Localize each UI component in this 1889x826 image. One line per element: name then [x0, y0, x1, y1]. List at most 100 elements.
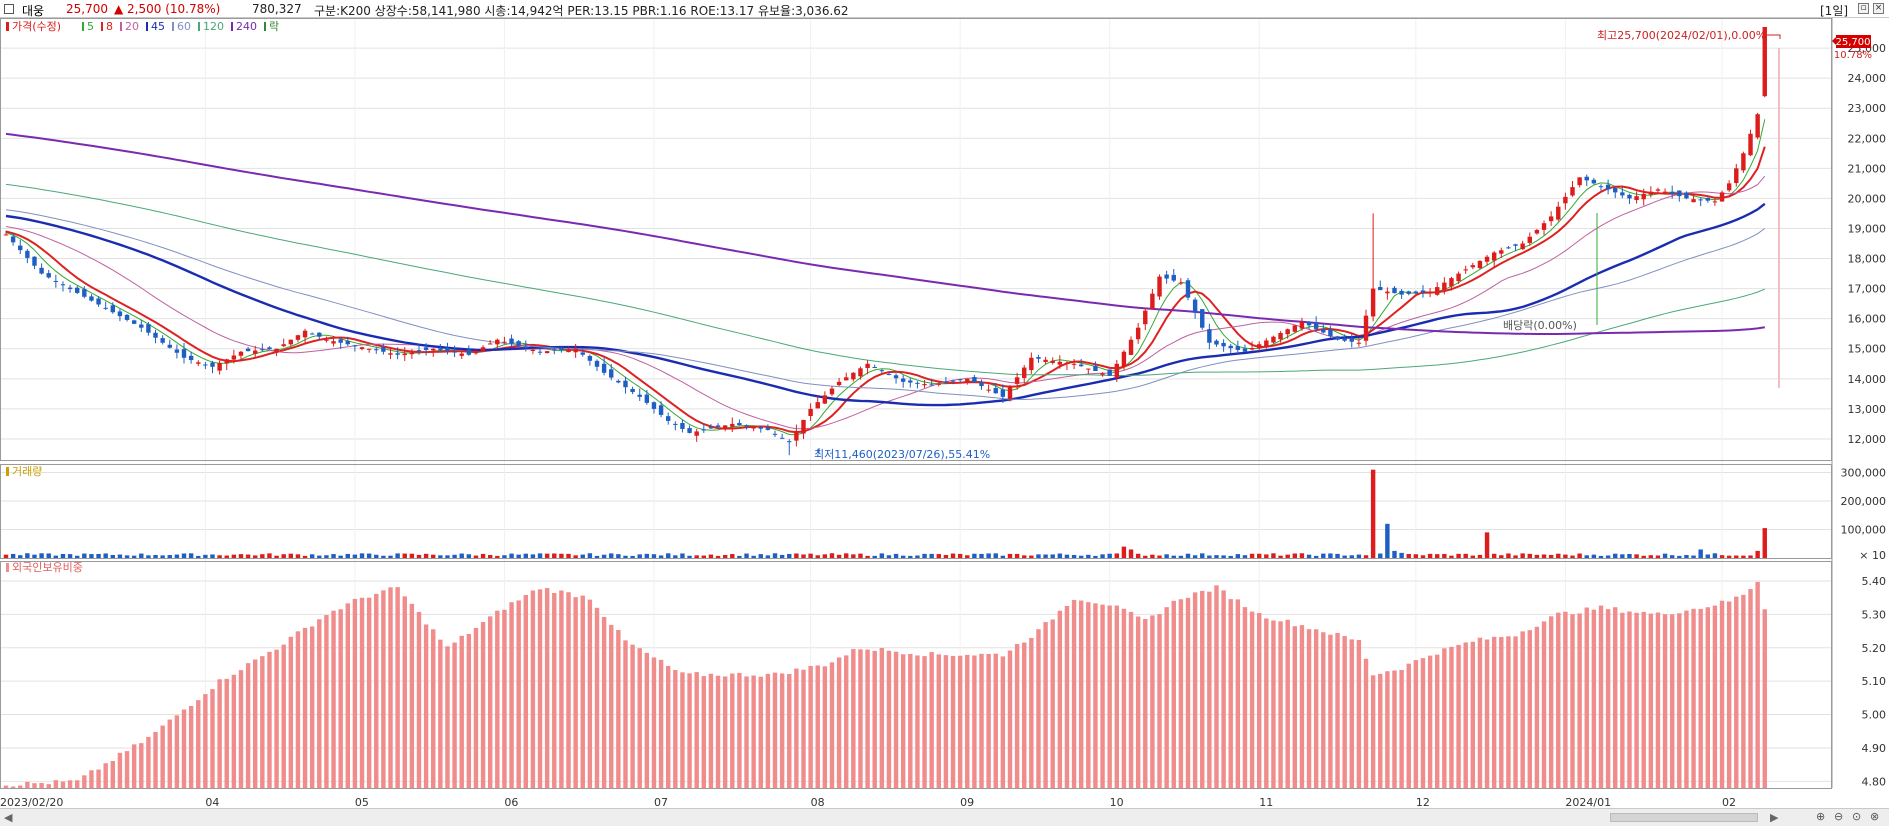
volume-bar — [1477, 554, 1483, 558]
ma-8-line — [5, 146, 1766, 434]
candle-body — [737, 423, 742, 426]
candle-body — [1157, 276, 1162, 297]
candle-body — [587, 355, 593, 361]
candle-body — [1057, 361, 1063, 365]
volume-unit-label: × 10 — [1859, 549, 1886, 562]
foreign-bar — [245, 663, 251, 788]
zoom-reset-icon[interactable]: ⊙ — [1852, 810, 1862, 823]
foreign-bar — [1477, 637, 1483, 788]
volume-bar — [1264, 554, 1269, 558]
zoom-fit-icon[interactable]: ⊗ — [1870, 810, 1880, 823]
volume-bar — [908, 555, 913, 558]
volume-bar — [1171, 555, 1176, 558]
stock-price: 25,700 — [66, 2, 108, 16]
volume-bar — [359, 553, 365, 558]
volume-bar — [1527, 553, 1532, 558]
period-selector[interactable]: [1일] — [1820, 4, 1849, 18]
foreign-bar — [39, 782, 44, 788]
volume-bar — [1200, 553, 1205, 558]
volume-bar — [1634, 554, 1639, 558]
volume-bar — [658, 555, 664, 558]
candle-body — [445, 347, 450, 352]
foreign-bar — [203, 694, 208, 788]
x-tick-label: 2023/02/20 — [0, 796, 63, 808]
volume-bar — [480, 553, 486, 558]
foreign-bar — [751, 675, 756, 788]
restore-icon[interactable]: ▫ — [1858, 3, 1869, 14]
foreign-bar — [715, 675, 721, 788]
foreign-bar — [1050, 619, 1055, 788]
scroll-left-icon[interactable]: ◀ — [4, 811, 13, 824]
volume-bar — [1598, 555, 1604, 558]
volume-bar — [117, 554, 123, 558]
foreign-bar — [1342, 636, 1347, 788]
legend-ma-swatch — [231, 22, 233, 31]
volume-bar — [1427, 553, 1433, 558]
foreign-bar — [772, 672, 778, 788]
volume-bar — [1605, 555, 1611, 558]
foreign-bar — [260, 656, 265, 788]
panel-checkbox[interactable] — [4, 4, 14, 14]
candle-body — [260, 349, 265, 351]
scroll-right-icon[interactable]: ▶ — [1770, 811, 1779, 824]
volume-bar — [516, 554, 521, 558]
candle-body — [139, 324, 144, 328]
legend-volume-swatch — [6, 467, 9, 476]
volume-bar — [772, 553, 778, 558]
foreign-bar — [131, 744, 137, 788]
panel-frame — [0, 464, 1832, 559]
volume-bar — [131, 555, 137, 558]
price-tick-label: 15,000 — [1848, 343, 1887, 356]
horizontal-scrollbar[interactable]: ◀ ▶ ⊕ ⊖ ⊙ ⊗ — [0, 808, 1889, 826]
zoom-in-icon[interactable]: ⊕ — [1816, 810, 1826, 823]
volume-bar — [836, 554, 842, 558]
candle-body — [160, 338, 165, 343]
foreign-bar — [1613, 607, 1618, 788]
legend-ma-label: 60 — [177, 20, 191, 33]
foreign-bar — [815, 665, 820, 788]
volume-bar — [936, 554, 941, 558]
candle-body — [1712, 201, 1718, 203]
foreign-bar — [616, 630, 621, 788]
scroll-thumb[interactable] — [1610, 813, 1758, 822]
foreign-bar — [1299, 625, 1305, 788]
foreign-bar — [673, 670, 678, 788]
volume-bar — [1584, 555, 1589, 558]
volume-bar — [950, 553, 956, 558]
foreign-bar — [423, 624, 429, 788]
foreign-bar — [1655, 612, 1661, 788]
candle-body — [844, 377, 849, 381]
volume-bar — [765, 555, 771, 558]
candle-body — [694, 431, 699, 436]
volume-bar — [395, 553, 400, 558]
volume-bar — [1392, 550, 1397, 558]
candle-body — [758, 426, 763, 429]
candle-body — [865, 363, 870, 369]
volume-bar — [96, 553, 101, 558]
candle-body — [673, 423, 678, 425]
foreign-bar — [1392, 670, 1397, 788]
foreign-bar — [67, 780, 73, 788]
volume-bar — [1719, 555, 1725, 558]
foreign-bar — [737, 672, 742, 788]
foreign-bar — [1292, 626, 1298, 788]
volume-bar — [1577, 553, 1582, 558]
close-icon[interactable]: × — [1873, 3, 1884, 14]
candle-body — [345, 341, 350, 345]
volume-bar — [865, 555, 870, 558]
volume-bar — [1299, 553, 1305, 558]
foreign-bar — [1449, 646, 1454, 788]
candle-body — [352, 345, 358, 347]
volume-bar — [473, 555, 479, 558]
zoom-out-icon[interactable]: ⊖ — [1834, 810, 1844, 823]
volume-bar — [1627, 554, 1632, 558]
volume-bar — [1655, 555, 1661, 558]
foreign-bar — [1128, 611, 1134, 788]
candle-body — [1200, 309, 1205, 328]
foreign-bar — [1164, 607, 1169, 788]
volume-bar — [680, 553, 685, 558]
x-tick-label: 11 — [1259, 796, 1273, 808]
foreign-bar — [32, 783, 37, 788]
volume-bar — [1413, 554, 1419, 558]
candle-body — [1292, 325, 1298, 332]
